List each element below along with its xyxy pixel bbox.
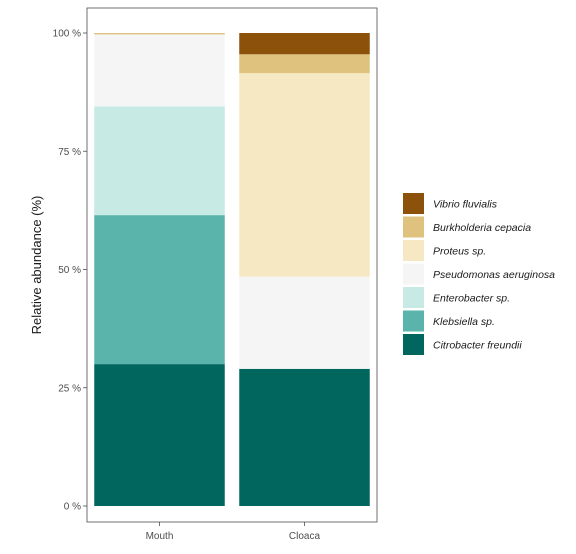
x-axis: Mouth Cloaca [146,522,321,542]
y-tick-label: 50 % [58,265,81,276]
x-tick-label-cloaca: Cloaca [289,531,321,542]
bar-segment-cloaca-proteus-sp [239,73,370,277]
legend-key-burkholderia-cepacia [403,216,424,238]
legend-key-citrobacter-freundii [403,334,424,355]
bar-segment-mouth-burkholderia-cepacia [94,33,225,35]
bar-segment-mouth-klebsiella-sp [94,215,225,365]
legend-label-pseudomonas-aeruginosa: Pseudomonas aeruginosa [433,269,555,281]
bar-segment-cloaca-vibrio-fluvialis [239,33,370,55]
y-tick-label: 25 % [58,383,81,394]
legend-label-enterobacter-sp: Enterobacter sp. [433,293,510,305]
legend-label-burkholderia-cepacia: Burkholderia cepacia [433,222,531,234]
legend-key-enterobacter-sp [403,287,424,308]
bar-segment-mouth-enterobacter-sp [94,106,225,216]
bar-segments [94,33,370,506]
bar-segment-cloaca-burkholderia-cepacia [239,54,370,74]
y-tick-label: 75 % [58,147,81,158]
legend-key-vibrio-fluvialis [403,193,424,214]
x-tick-label-mouth: Mouth [146,531,174,542]
legend-label-klebsiella-sp: Klebsiella sp. [433,316,495,328]
legend-key-pseudomonas-aeruginosa [403,263,424,285]
bar-segment-cloaca-pseudomonas-aeruginosa [239,276,370,369]
bar-segment-cloaca-citrobacter-freundii [239,368,370,506]
y-tick-label: 100 % [53,29,81,40]
legend: Vibrio fluvialis Burkholderia cepacia Prot… [403,193,555,355]
bar-segment-mouth-citrobacter-freundii [94,364,225,506]
y-axis-title: Relative abundance (%) [29,196,44,335]
bar-segment-mouth-pseudomonas-aeruginosa [94,34,225,107]
legend-key-klebsiella-sp [403,310,424,332]
legend-label-proteus-sp: Proteus sp. [433,246,486,258]
y-axis: 0 % 25 % 50 % 75 % 100 % [53,29,87,513]
y-tick-label: 0 % [64,502,81,513]
legend-label-citrobacter-freundii: Citrobacter freundii [433,340,522,352]
legend-key-proteus-sp [403,240,424,261]
legend-label-vibrio-fluvialis: Vibrio fluvialis [433,199,498,211]
